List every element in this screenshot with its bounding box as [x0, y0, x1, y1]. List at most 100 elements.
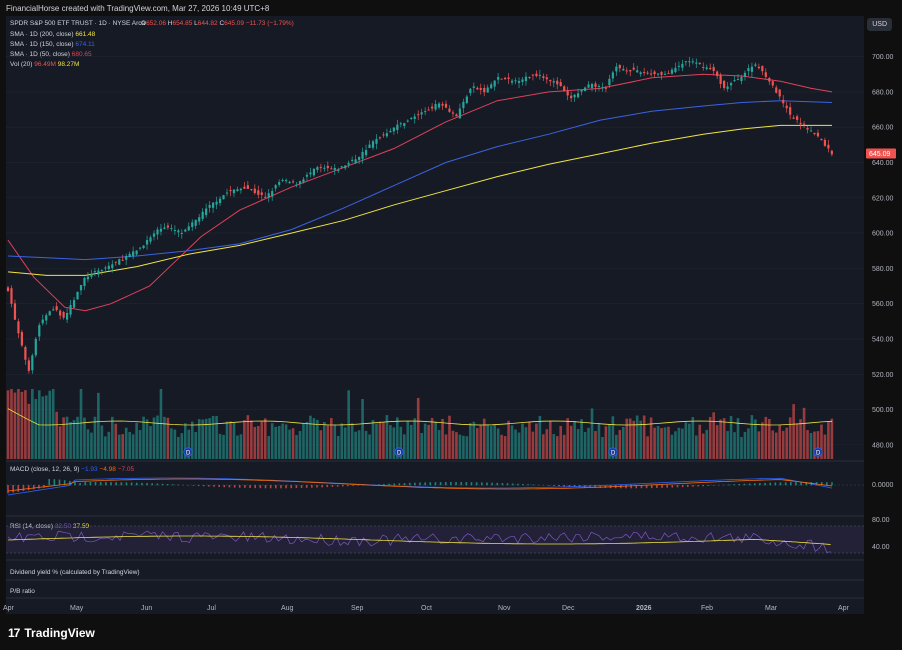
price-tick-label: 660.00	[872, 125, 894, 132]
candle-body	[285, 180, 288, 182]
candle-body	[479, 88, 482, 91]
volume-bar	[170, 428, 173, 459]
macd-histogram-bar	[511, 483, 514, 486]
macd-histogram-bar	[223, 485, 226, 488]
candle-body	[323, 167, 326, 169]
candle-body	[698, 62, 701, 65]
candle-body	[337, 170, 340, 172]
candle-body	[125, 256, 128, 260]
macd-histogram-bar	[141, 482, 143, 486]
macd-histogram-bar	[707, 485, 710, 486]
volume-bar	[124, 427, 128, 459]
volume-bar	[183, 423, 187, 459]
candle-body	[368, 144, 371, 149]
macd-histogram-bar	[295, 485, 298, 489]
volume-bar	[740, 436, 743, 459]
volume-bar	[104, 436, 107, 459]
candle-body	[785, 105, 788, 109]
macd-histogram-bar	[429, 482, 432, 486]
candle-body	[180, 232, 183, 234]
macd-histogram-bar	[352, 485, 354, 486]
dividend-marker	[394, 447, 404, 457]
volume-bar	[263, 418, 267, 459]
candle-body	[177, 230, 180, 233]
price-axis[interactable]: 700.00 680.00 660.00 640.00 620.00 600.00 580.…	[872, 54, 894, 449]
macd-histogram-bar	[84, 482, 87, 486]
macd-histogram-bar	[470, 482, 473, 486]
macd-histogram-bar	[254, 485, 256, 489]
macd-histogram-bar	[151, 483, 153, 486]
candle-body	[378, 137, 382, 139]
volume-bar	[72, 420, 76, 459]
volume-bar	[562, 434, 566, 459]
candle-body	[573, 94, 576, 98]
candle-body	[441, 103, 444, 106]
candle-body	[118, 259, 121, 265]
tradingview-logo[interactable]: 17 TradingView	[8, 626, 95, 640]
candle-body	[809, 130, 813, 132]
macd-histogram-bar	[275, 485, 277, 489]
macd-histogram-bar	[563, 485, 565, 487]
candle-body	[243, 186, 246, 189]
candle-body	[27, 360, 30, 371]
volume-bar	[97, 392, 100, 459]
volume-bar	[375, 423, 378, 459]
volume-bar	[618, 430, 622, 459]
macd-histogram-bar	[681, 485, 684, 488]
volume-bar	[507, 420, 510, 459]
volume-bar	[277, 426, 281, 459]
candle-body	[166, 225, 170, 228]
time-axis-label: Oct	[421, 605, 432, 612]
candle-body	[705, 67, 708, 70]
candle-body	[399, 123, 402, 125]
candle-body	[816, 132, 820, 137]
candle-body	[615, 66, 618, 72]
volume-bar	[142, 416, 145, 459]
price-tick-label: 640.00	[872, 160, 894, 167]
candle-body	[820, 138, 823, 141]
volume-bar	[51, 389, 55, 459]
volume-bar	[649, 417, 653, 459]
volume-bar	[274, 426, 277, 459]
candle-body	[281, 179, 284, 181]
volume-bar	[503, 436, 507, 459]
time-axis-label: Nov	[498, 605, 511, 612]
volume-bar	[208, 418, 211, 459]
candle-body	[229, 189, 232, 192]
dividend-marker-label: D	[611, 451, 616, 457]
candle-body	[750, 66, 754, 72]
volume-bar	[260, 421, 264, 459]
volume-bar	[138, 430, 142, 459]
macd-histogram-bar	[475, 482, 478, 486]
macd-histogram-bar	[202, 485, 205, 487]
macd-histogram-bar	[249, 485, 251, 489]
candle-body	[451, 112, 455, 114]
volume-bar	[128, 431, 131, 459]
macd-histogram-bar	[264, 485, 267, 489]
candle-body	[406, 120, 409, 122]
rsi-pane	[6, 525, 864, 554]
chart-svg[interactable]: SPDR S&P 500 ETF TRUST · 1D · NYSE Arca …	[0, 0, 902, 614]
candle-body	[566, 91, 569, 96]
macd-histogram-bar	[172, 484, 174, 486]
volume-bar	[107, 431, 111, 459]
macd-histogram-bar	[547, 485, 550, 486]
currency-button[interactable]: USD	[867, 18, 892, 31]
macd-histogram-bar	[784, 482, 787, 486]
macd-histogram-bar	[723, 484, 725, 486]
macd-histogram-bar	[491, 482, 493, 486]
volume-bar	[58, 426, 62, 459]
candle-body	[420, 112, 423, 115]
candle-body	[326, 165, 329, 169]
time-axis[interactable]: Apr May Jun Jul Aug Sep Oct Nov Dec 2026 Feb Mar Apr	[3, 605, 850, 612]
candle-body	[458, 108, 462, 119]
candle-body	[187, 226, 190, 231]
candle-body	[517, 80, 521, 83]
tradingview-brand: TradingView	[24, 626, 95, 640]
volume-bar	[329, 418, 333, 459]
candle-body	[34, 338, 37, 356]
candle-body	[59, 310, 62, 316]
volume-bar	[177, 436, 180, 459]
volume-bar	[121, 434, 125, 459]
